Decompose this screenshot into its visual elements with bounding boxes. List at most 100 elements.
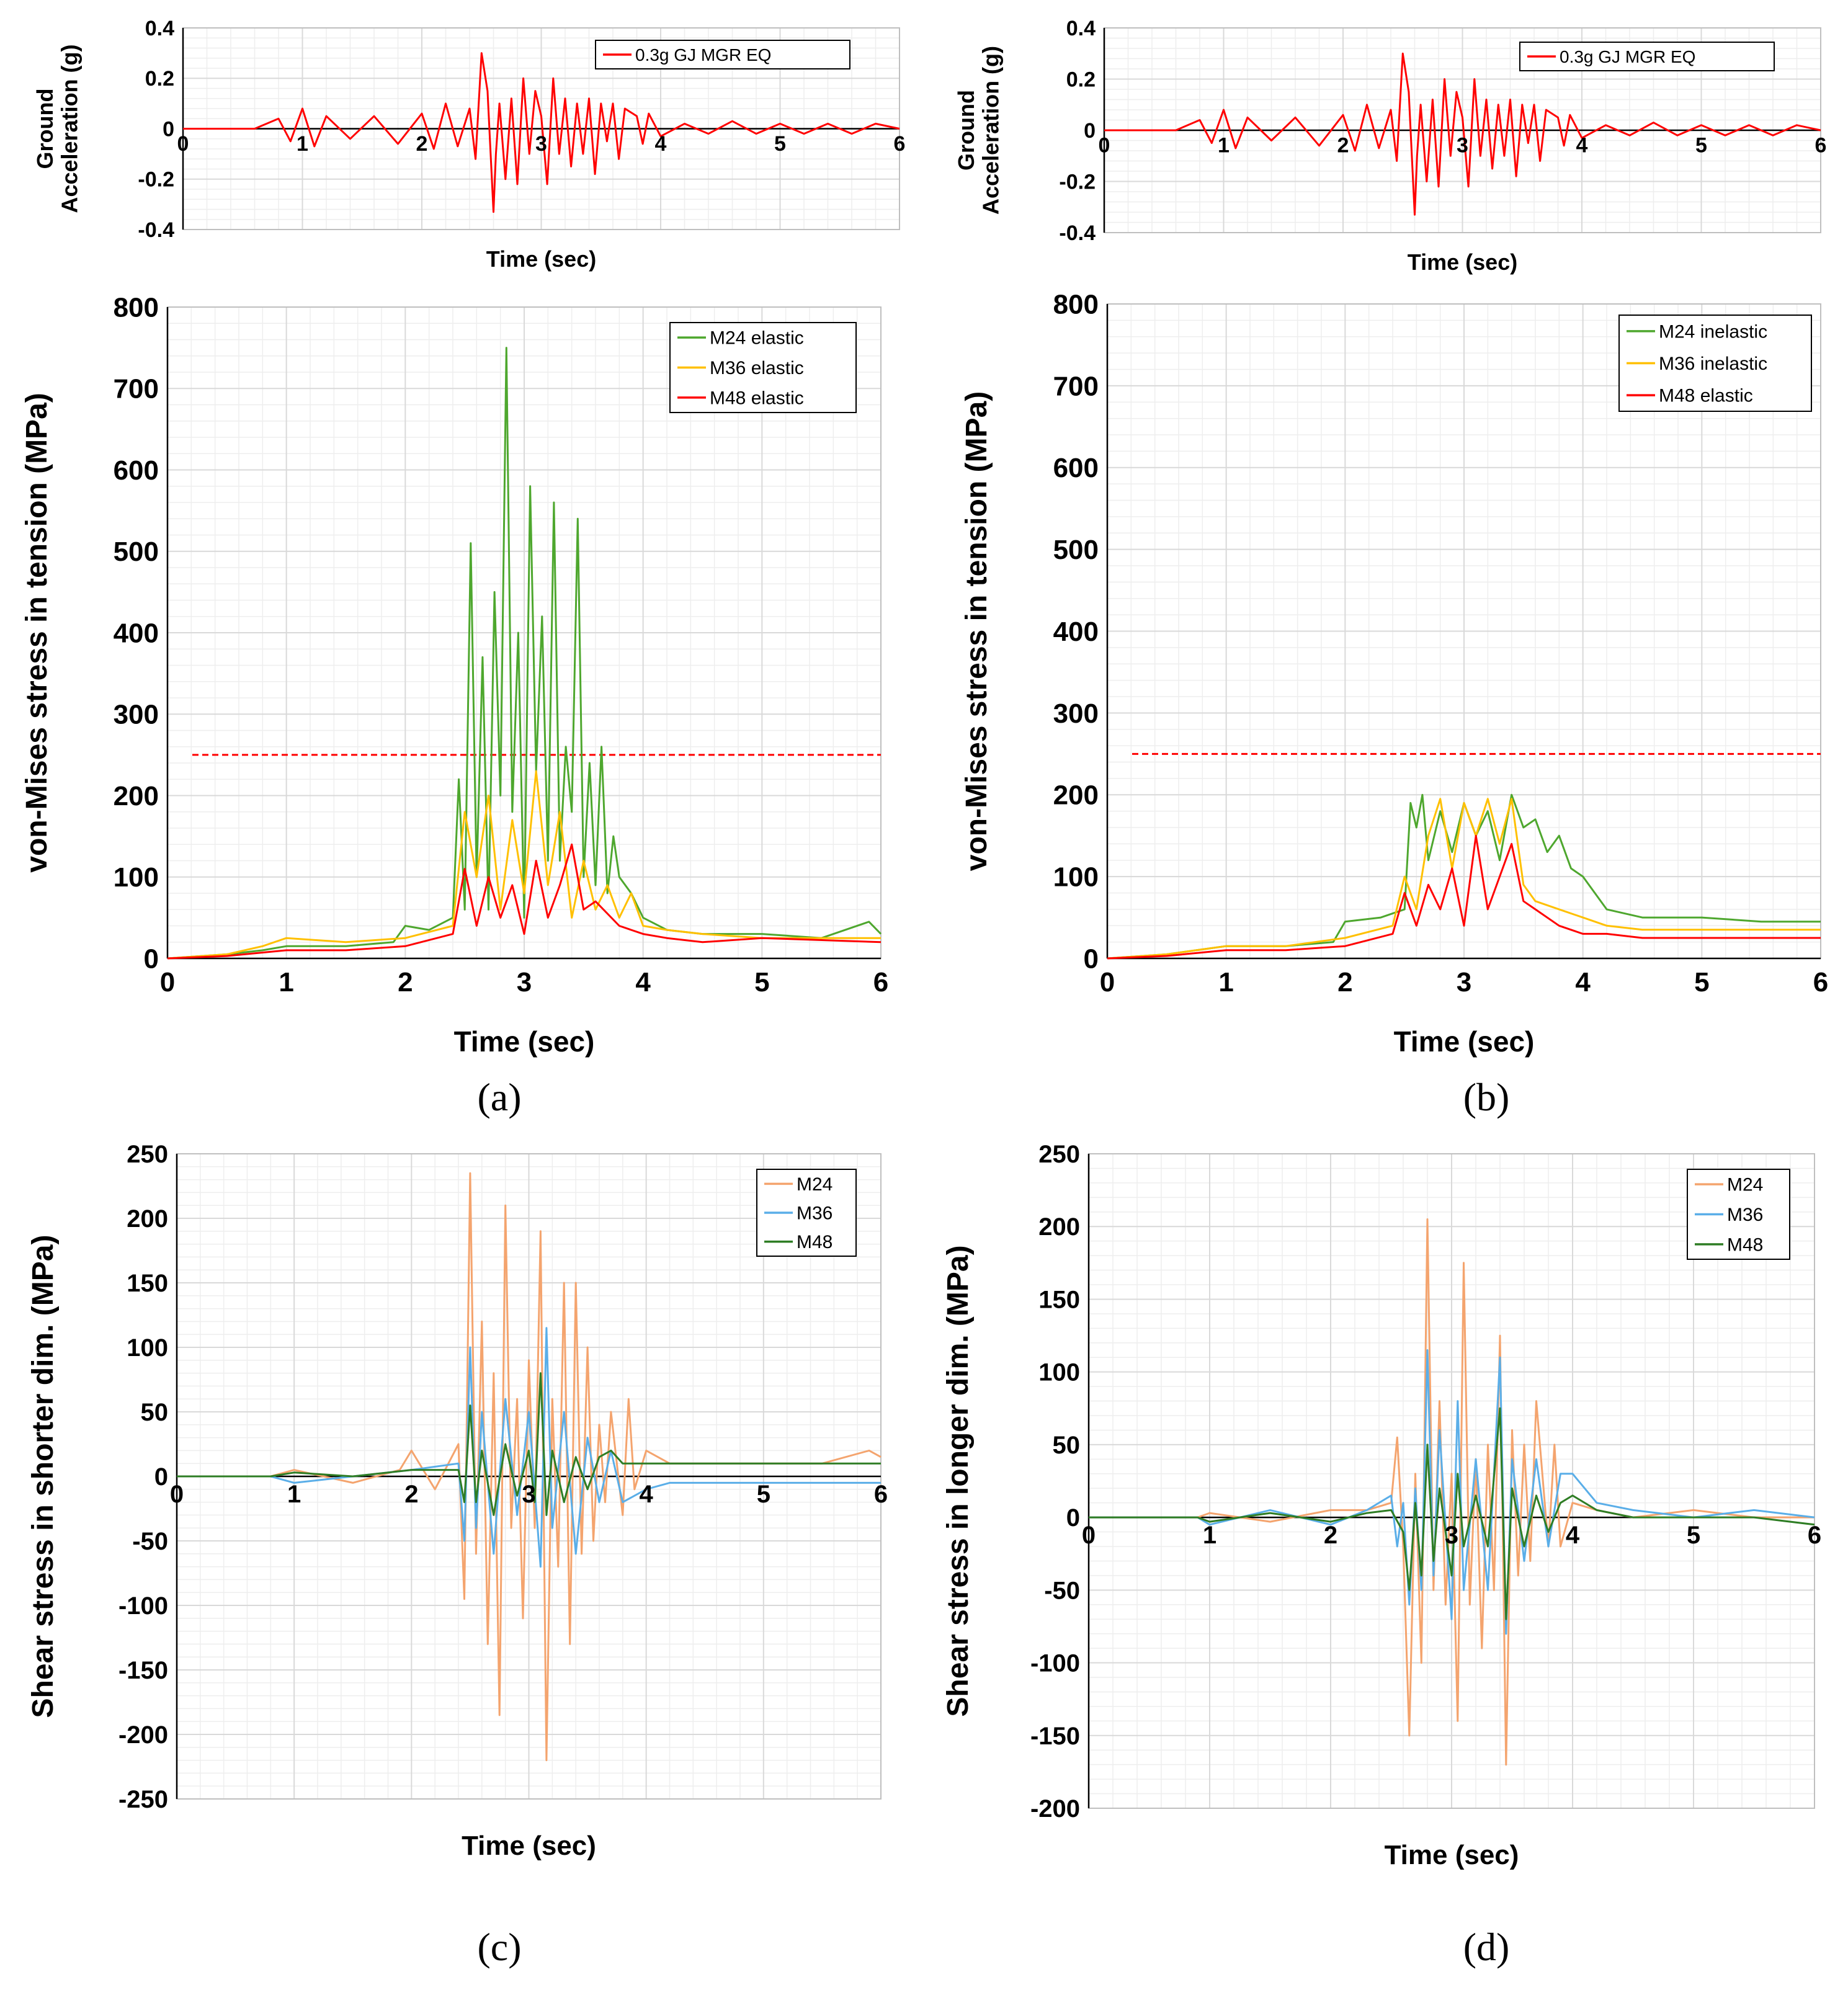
y-tick-label: -100 xyxy=(118,1592,168,1620)
y-tick-label: 0 xyxy=(1066,1504,1080,1532)
x-tick-label: 3 xyxy=(522,1481,535,1508)
x-tick-label: 0 xyxy=(177,132,189,156)
y-tick-label: 250 xyxy=(127,1141,168,1168)
y-tick-label: 800 xyxy=(1053,289,1099,319)
legend-label: M24 xyxy=(1727,1175,1763,1195)
y-tick-label: -50 xyxy=(1044,1577,1080,1604)
legend-label: M36 xyxy=(1727,1205,1763,1225)
y-tick-label: 500 xyxy=(1053,535,1099,565)
x-tick-label: 4 xyxy=(1566,1522,1580,1549)
y-tick-label: 0.2 xyxy=(145,67,174,91)
y-tick-label: 50 xyxy=(1053,1432,1081,1459)
x-tick-label: 1 xyxy=(1218,134,1230,158)
y-tick-label: 100 xyxy=(114,862,159,893)
series-line-m36-elastic xyxy=(167,770,881,960)
panel-label-d: (d) xyxy=(1463,1925,1510,1969)
x-tick-label: 5 xyxy=(1695,134,1707,158)
series-line-m48-elastic xyxy=(167,843,882,960)
legend-label: M48 elastic xyxy=(710,388,804,408)
chart-vm_a: 800 700 600 500 400 300 200 100 00 1 2 3 4 5 6 Time (se… xyxy=(20,292,888,1058)
y-tick-label: 0.4 xyxy=(145,17,174,40)
y-tick-label: -0.2 xyxy=(1059,170,1096,194)
y-tick-label: 200 xyxy=(114,781,159,811)
y-tick-label: -200 xyxy=(118,1721,168,1749)
x-tick-label: 6 xyxy=(1815,134,1827,158)
x-tick-label: 3 xyxy=(535,132,547,156)
y-tick-label: -0.2 xyxy=(138,168,174,192)
y-tick-label: 150 xyxy=(127,1270,168,1297)
y-tick-label: 400 xyxy=(1053,617,1099,647)
x-tick-label: 1 xyxy=(279,967,293,997)
x-axis-label: Time (sec) xyxy=(1385,1840,1519,1870)
y-axis-label: GroundAcceleration (g) xyxy=(32,44,83,213)
series-line-m36-inelastic xyxy=(1107,798,1821,960)
legend-label: M24 inelastic xyxy=(1659,321,1767,342)
x-tick-label: 5 xyxy=(757,1481,770,1508)
series-line-m36 xyxy=(177,1327,881,1568)
panel-label-a: (a) xyxy=(477,1075,521,1119)
y-tick-label: 300 xyxy=(114,700,159,730)
x-tick-label: 2 xyxy=(404,1481,418,1508)
x-tick-label: 1 xyxy=(1203,1522,1216,1549)
y-axis-label: Shear stress in longer dim. (MPa) xyxy=(942,1245,975,1716)
y-tick-label: 700 xyxy=(1053,371,1099,401)
y-tick-label: -100 xyxy=(1030,1650,1080,1677)
x-tick-label: 6 xyxy=(1813,967,1828,997)
legend-label: M48 xyxy=(797,1232,832,1252)
y-tick-label: -150 xyxy=(1030,1723,1080,1750)
x-tick-label: 5 xyxy=(1687,1522,1700,1549)
x-axis-label: Time (sec) xyxy=(1408,249,1517,275)
legend-label: 0.3g GJ MGR EQ xyxy=(1560,47,1695,66)
y-tick-label: 200 xyxy=(1053,780,1099,811)
y-tick-label: 600 xyxy=(114,455,159,486)
legend: M24 M36 M48 xyxy=(1687,1169,1790,1260)
y-tick-label: -150 xyxy=(118,1657,168,1684)
x-tick-label: 4 xyxy=(635,967,651,997)
series-line-m48 xyxy=(177,1372,881,1516)
y-tick-label: -250 xyxy=(118,1786,168,1813)
x-tick-label: 6 xyxy=(874,1481,888,1508)
y-axis-label-line: Acceleration (g) xyxy=(978,46,1004,215)
y-tick-label: 400 xyxy=(114,618,159,648)
x-tick-label: 0 xyxy=(170,1481,184,1508)
y-tick-label: 250 xyxy=(1038,1141,1080,1168)
y-tick-label: 0 xyxy=(144,944,159,974)
legend-label: M48 xyxy=(1727,1234,1763,1255)
x-tick-label: 4 xyxy=(655,132,667,156)
x-tick-label: 1 xyxy=(1218,967,1233,997)
y-axis-label: GroundAcceleration (g) xyxy=(953,46,1004,215)
x-tick-label: 0 xyxy=(1100,967,1115,997)
y-axis-label-line: Acceleration (g) xyxy=(57,44,83,213)
y-tick-label: 0.4 xyxy=(1066,17,1096,40)
y-tick-label: 100 xyxy=(127,1334,168,1362)
legend: M24 inelastic M36 inelastic M48 elastic xyxy=(1618,315,1812,412)
x-tick-label: 6 xyxy=(1808,1522,1821,1549)
x-tick-label: 3 xyxy=(1457,134,1468,158)
y-tick-label: 100 xyxy=(1038,1359,1080,1386)
x-tick-label: 2 xyxy=(1337,967,1352,997)
y-tick-label: -0.4 xyxy=(1059,221,1096,245)
x-tick-label: 6 xyxy=(873,967,888,997)
y-tick-label: 0 xyxy=(163,117,174,141)
legend: 0.3g GJ MGR EQ xyxy=(1519,42,1775,71)
x-tick-label: 5 xyxy=(1694,967,1709,997)
y-axis-label-line: Ground xyxy=(953,90,979,171)
x-tick-label: 4 xyxy=(1575,967,1591,997)
y-tick-label: 700 xyxy=(114,374,159,404)
panel-label-b: (b) xyxy=(1463,1075,1510,1119)
y-tick-label: 0 xyxy=(1084,119,1096,143)
series-line-m36 xyxy=(1089,1349,1815,1635)
y-tick-label: 0 xyxy=(1084,944,1099,974)
x-tick-label: 0 xyxy=(1099,134,1110,158)
legend: M24 elastic M36 elastic M48 elastic xyxy=(669,322,857,413)
x-tick-label: 3 xyxy=(517,967,532,997)
x-tick-label: 4 xyxy=(1576,134,1588,158)
series-line-0-3g-gj-mgr-eq xyxy=(1104,52,1821,216)
series-line-0-3g-gj-mgr-eq xyxy=(183,52,900,213)
panel-label-c: (c) xyxy=(477,1925,521,1969)
chart-shear_d: 250 200 150 100 50 0 -50 -100 -150 -200 0 1 2 3 4 5 6 Tim… xyxy=(942,1141,1821,1870)
x-tick-label: 3 xyxy=(1457,967,1471,997)
y-tick-label: 0.2 xyxy=(1066,68,1096,91)
